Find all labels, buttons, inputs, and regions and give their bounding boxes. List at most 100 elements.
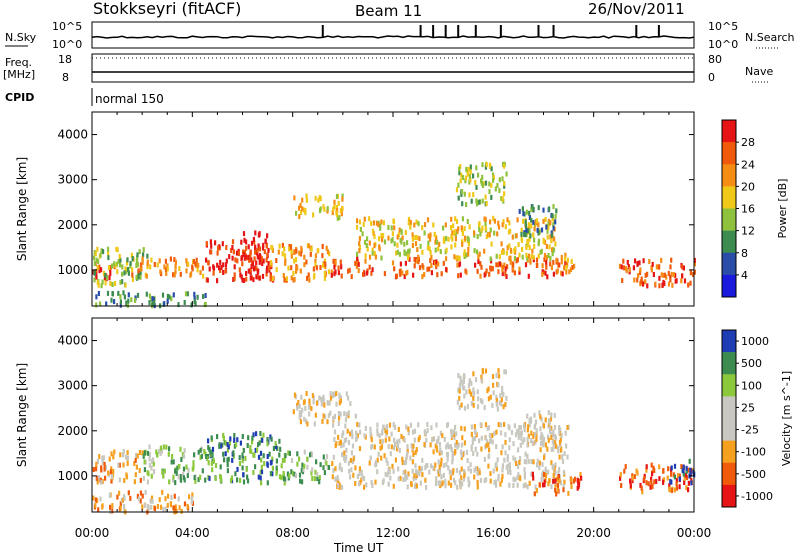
range-gate-cell: [491, 266, 494, 272]
range-gate-cell: [509, 247, 512, 253]
colorbar-tick-label: 12: [741, 225, 755, 238]
range-gate-cell: [225, 245, 228, 250]
range-gate-cell: [480, 435, 483, 441]
range-gate-cell: [390, 431, 393, 437]
range-gate-cell: [525, 245, 528, 250]
range-gate-cell: [490, 194, 493, 200]
range-gate-cell: [174, 269, 177, 275]
range-gate-cell: [541, 461, 544, 467]
range-gate-cell: [293, 258, 296, 264]
range-gate-cell: [384, 428, 387, 434]
range-gate-cell: [421, 225, 424, 231]
range-gate-cell: [467, 466, 470, 472]
range-gate-cell: [257, 474, 260, 480]
range-gate-cell: [526, 453, 529, 459]
range-gate-cell: [356, 422, 359, 427]
range-gate-cell: [241, 465, 244, 471]
range-gate-cell: [95, 475, 98, 481]
range-gate-cell: [105, 275, 109, 280]
range-gate-cell: [542, 218, 545, 224]
range-gate-cell: [685, 468, 688, 474]
range-gate-cell: [411, 232, 414, 238]
range-gate-cell: [365, 482, 368, 488]
range-gate-cell: [172, 272, 175, 278]
range-gate-cell: [461, 189, 464, 194]
range-gate-cell: [491, 433, 494, 439]
range-gate-cell: [117, 462, 120, 468]
range-gate-cell: [489, 266, 492, 272]
range-gate-cell: [446, 442, 449, 448]
range-gate-cell: [476, 451, 479, 457]
range-gate-cell: [397, 427, 400, 432]
range-gate-cell: [455, 431, 458, 437]
range-gate-cell: [231, 245, 234, 250]
range-gate-cell: [519, 425, 522, 430]
range-gate-cell: [381, 438, 384, 444]
range-gate-cell: [579, 472, 582, 477]
range-gate-cell: [449, 225, 453, 230]
range-gate-cell: [320, 401, 323, 407]
range-gate-cell: [114, 263, 117, 269]
range-gate-cell: [171, 454, 174, 460]
range-gate-cell: [119, 294, 122, 300]
range-gate-cell: [516, 482, 519, 488]
range-gate-cell: [220, 443, 223, 449]
range-gate-cell: [247, 268, 250, 274]
range-gate-cell: [530, 223, 533, 229]
range-gate-cell: [466, 235, 469, 241]
range-gate-cell: [478, 438, 481, 444]
range-gate-cell: [516, 464, 520, 469]
y-axis-label: Slant Range [km]: [15, 363, 29, 467]
range-gate-cell: [621, 278, 624, 283]
range-gate-cell: [256, 447, 259, 453]
range-gate-cell: [405, 454, 408, 460]
range-gate-cell: [380, 255, 383, 261]
range-gate-cell: [457, 195, 460, 201]
range-gate-cell: [534, 484, 537, 490]
range-gate-cell: [484, 164, 487, 170]
range-gate-cell: [199, 270, 202, 276]
range-gate-cell: [521, 206, 524, 212]
range-gate-cell: [163, 468, 166, 474]
range-gate-cell: [180, 508, 183, 514]
range-gate-cell: [458, 478, 461, 484]
range-gate-cell: [445, 256, 448, 262]
range-gate-cell: [274, 444, 278, 450]
range-gate-cell: [650, 476, 653, 482]
range-gate-cell: [540, 227, 544, 233]
range-gate-cell: [148, 300, 151, 306]
range-gate-cell: [438, 241, 441, 247]
range-gate-cell: [389, 451, 392, 457]
range-gate-cell: [501, 176, 504, 182]
range-gate-cell: [670, 479, 673, 485]
range-gate-cell: [385, 432, 388, 438]
range-gate-cell: [508, 220, 511, 226]
range-gate-cell: [486, 439, 489, 445]
range-gate-cell: [368, 264, 371, 270]
range-gate-cell: [126, 450, 129, 456]
range-gate-cell: [539, 414, 542, 420]
range-gate-cell: [225, 258, 228, 264]
range-gate-cell: [468, 388, 471, 394]
range-gate-cell: [444, 478, 447, 484]
range-gate-cell: [343, 455, 346, 461]
range-gate-cell: [274, 441, 277, 447]
range-gate-cell: [178, 505, 181, 511]
range-gate-cell: [208, 266, 211, 272]
range-gate-cell: [439, 249, 442, 255]
range-gate-cell: [683, 480, 686, 485]
range-gate-cell: [200, 453, 203, 459]
range-gate-cell: [547, 221, 550, 227]
time-tick-label: 00:00: [677, 526, 712, 540]
range-gate-cell: [191, 492, 194, 498]
range-gate-cell: [477, 172, 480, 178]
range-gate-cell: [413, 263, 416, 269]
range-gate-cell: [366, 246, 369, 252]
range-gate-cell: [356, 251, 359, 257]
range-gate-cell: [517, 472, 520, 478]
range-gate-cell: [497, 422, 500, 428]
range-gate-cell: [341, 205, 344, 211]
range-gate-cell: [351, 443, 355, 449]
range-gate-cell: [127, 270, 130, 276]
range-gate-cell: [418, 236, 421, 242]
